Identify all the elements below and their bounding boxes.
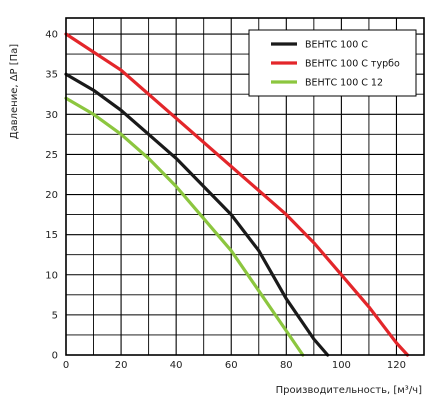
x-axis-label: Производительность, [м³/ч]	[276, 385, 422, 396]
legend-label-3: ВЕНТС 100 С 12	[305, 78, 383, 89]
y-axis-label: Давление, ΔP [Па]	[9, 44, 20, 140]
y-tick-label: 30	[45, 110, 58, 121]
series-line-3	[64, 96, 305, 357]
x-tick-label: 0	[63, 360, 69, 371]
legend: ВЕНТС 100 С ВЕНТС 100 С турбо ВЕНТС 100 С …	[248, 29, 417, 97]
x-tick-label: 80	[280, 360, 293, 371]
legend-items: ВЕНТС 100 С ВЕНТС 100 С турбо ВЕНТС 100 С …	[271, 40, 400, 89]
tick-labels: 0 20 40 60 80 100 120 0 5 10 15 20 25 30 35 40	[45, 30, 406, 371]
y-tick-label: 10	[45, 270, 58, 281]
y-tick-label: 35	[45, 70, 58, 81]
series-layer	[64, 32, 410, 357]
series-line-1	[64, 72, 330, 357]
plot-frame	[65, 17, 425, 356]
legend-label-1: ВЕНТС 100 С	[305, 40, 368, 51]
x-tick-label: 40	[170, 360, 183, 371]
y-tick-label: 20	[45, 190, 58, 201]
x-tick-label: 100	[332, 360, 351, 371]
x-tick-label: 20	[115, 360, 128, 371]
y-tick-label: 0	[52, 351, 58, 362]
y-tick-label: 5	[52, 310, 58, 321]
y-tick-label: 40	[45, 30, 58, 41]
series-line-2	[64, 32, 410, 357]
y-tick-label: 15	[45, 230, 58, 241]
y-tick-label: 25	[45, 150, 58, 161]
x-tick-label: 60	[225, 360, 238, 371]
x-tick-label: 120	[387, 360, 406, 371]
legend-label-2: ВЕНТС 100 С турбо	[305, 59, 400, 70]
